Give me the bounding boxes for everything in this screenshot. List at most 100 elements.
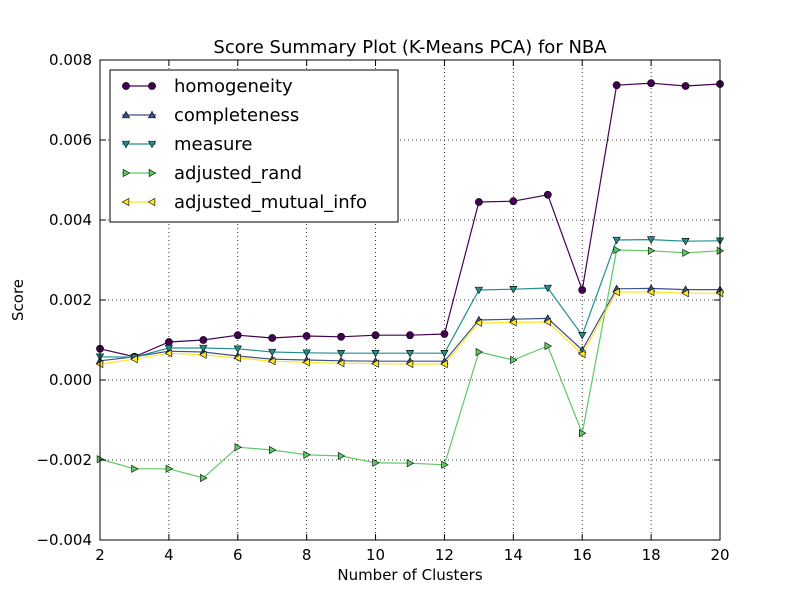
data-point	[579, 429, 587, 438]
data-point	[131, 464, 139, 473]
data-point	[405, 350, 415, 358]
data-point	[543, 317, 551, 327]
data-point	[371, 350, 380, 358]
data-point	[578, 332, 587, 340]
data-point	[647, 79, 656, 88]
data-point	[681, 289, 689, 298]
legend-marker	[147, 110, 157, 119]
x-tick-label: 4	[164, 546, 174, 564]
legend-marker	[121, 140, 131, 149]
data-point	[268, 348, 277, 357]
data-point	[543, 284, 552, 293]
data-point	[474, 318, 483, 327]
x-tick-label: 14	[504, 546, 523, 564]
data-point	[406, 331, 414, 340]
legend-box	[109, 69, 399, 223]
y-tick-label: 0.004	[49, 211, 92, 229]
data-point	[509, 318, 517, 327]
data-point	[612, 81, 621, 90]
data-point	[406, 459, 415, 468]
data-point	[303, 450, 311, 459]
data-point	[646, 287, 655, 297]
data-point	[612, 236, 621, 245]
data-point	[302, 332, 311, 340]
data-point	[474, 286, 483, 295]
y-axis-label: Score	[9, 279, 27, 321]
x-tick-label: 6	[233, 546, 243, 564]
legend-marker	[122, 82, 130, 90]
data-point	[200, 473, 208, 483]
legend-label: completeness	[174, 105, 299, 126]
data-point	[302, 349, 311, 358]
data-point	[441, 460, 449, 469]
legend-label: homogeneity	[174, 76, 293, 97]
legend-marker	[121, 197, 130, 207]
legend: homogeneity completeness measure adjusted_r…	[109, 69, 399, 223]
data-point	[440, 359, 448, 369]
series-adjusted-mutual-info	[95, 287, 724, 369]
data-point	[647, 236, 656, 244]
data-point	[371, 331, 380, 340]
legend-label: adjusted_mutual_info	[174, 192, 367, 213]
data-point	[544, 341, 552, 351]
y-tick-label: −0.002	[36, 451, 92, 469]
data-point	[371, 359, 379, 368]
x-tick-label: 20	[710, 546, 729, 564]
data-point	[336, 359, 345, 368]
legend-marker	[148, 82, 156, 90]
y-tick-label: 0.008	[49, 51, 92, 69]
x-axis-label: Number of Clusters	[337, 566, 482, 584]
legend-marker	[147, 197, 156, 207]
data-point	[199, 344, 208, 353]
data-point	[164, 338, 173, 346]
y-tick-label: 0.002	[49, 291, 92, 309]
data-point	[681, 82, 690, 90]
data-point	[165, 464, 174, 473]
data-point	[405, 359, 414, 369]
x-tick-label: 10	[366, 546, 385, 564]
data-point	[543, 190, 552, 199]
data-point	[578, 286, 587, 294]
data-point	[268, 334, 277, 342]
legend-item: measure	[121, 134, 253, 155]
legend-item: adjusted_rand	[122, 163, 302, 184]
data-point	[269, 445, 277, 455]
x-tick-label: 2	[95, 546, 105, 564]
data-point	[509, 286, 518, 294]
x-tick-label: 18	[642, 546, 661, 564]
data-point	[337, 332, 346, 341]
legend-item: adjusted_mutual_info	[121, 192, 367, 213]
data-point	[509, 197, 518, 206]
data-point	[647, 246, 656, 255]
data-point	[199, 336, 208, 344]
data-point	[578, 349, 586, 359]
y-tick-label: 0.000	[49, 371, 92, 389]
legend-marker	[148, 168, 157, 178]
data-point	[510, 355, 518, 365]
x-tick-label: 12	[435, 546, 454, 564]
data-point	[268, 357, 276, 366]
data-point	[233, 353, 241, 363]
data-point	[681, 238, 690, 246]
data-point	[337, 350, 346, 358]
data-point	[233, 331, 242, 340]
legend-marker	[147, 140, 157, 149]
data-point	[474, 198, 483, 206]
data-point	[130, 355, 138, 364]
series-adjusted-rand	[96, 245, 725, 483]
legend-marker	[122, 168, 131, 178]
data-point	[475, 347, 484, 357]
series-measure	[95, 236, 725, 362]
data-point	[440, 350, 449, 358]
axis-ticks: 2 4 6 8 10 12 14 16 18 20 −0.004 −0.002 0.000 0.002 0.…	[36, 51, 729, 564]
data-point	[234, 443, 242, 452]
data-point	[164, 344, 173, 353]
x-tick-label: 8	[302, 546, 312, 564]
legend-label: adjusted_rand	[174, 163, 302, 184]
legend-marker	[121, 110, 131, 119]
legend-label: measure	[174, 134, 253, 155]
legend-item: homogeneity	[122, 76, 293, 97]
chart-title: Score Summary Plot (K-Means PCA) for NBA	[213, 37, 607, 58]
x-tick-label: 16	[573, 546, 592, 564]
